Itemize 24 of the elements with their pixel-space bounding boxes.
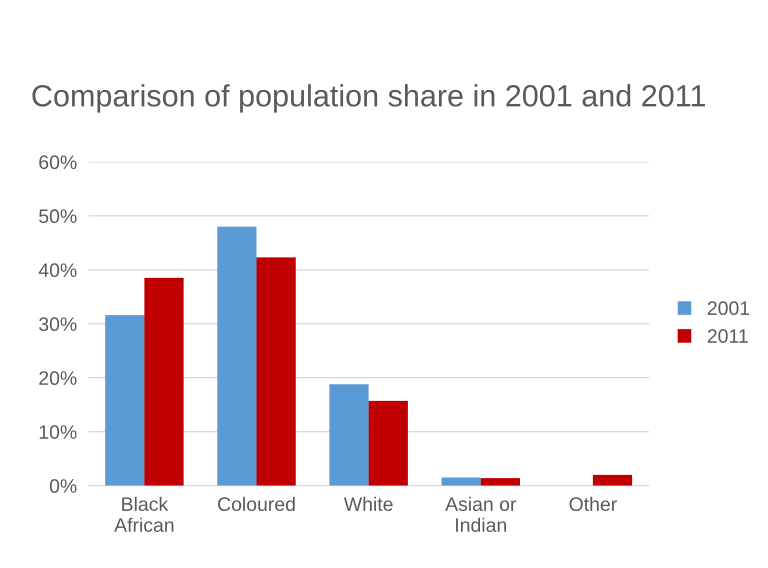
bar bbox=[592, 474, 632, 486]
bar bbox=[105, 315, 144, 486]
x-tick-label: Black African bbox=[114, 496, 174, 532]
chart-title: Comparison of population share in 2001 and 2011 bbox=[32, 84, 705, 113]
bar bbox=[144, 278, 184, 486]
bar bbox=[442, 478, 481, 486]
x-tick-label: Coloured bbox=[218, 496, 295, 512]
x-tick-label: White bbox=[344, 496, 393, 512]
y-tick-label: 50% bbox=[39, 209, 77, 224]
y-tick-label: 10% bbox=[40, 425, 77, 439]
bar bbox=[329, 384, 369, 486]
x-tick-label: Other bbox=[570, 496, 617, 512]
legend-label: 2011 bbox=[708, 329, 748, 343]
y-tick-label: 0% bbox=[50, 479, 77, 493]
bar bbox=[480, 478, 520, 486]
y-tick-label: 30% bbox=[39, 317, 77, 331]
bar bbox=[256, 257, 296, 486]
y-tick-label: 20% bbox=[39, 371, 77, 385]
y-tick-label: 40% bbox=[38, 263, 77, 278]
y-tick-label: 60% bbox=[39, 155, 77, 170]
bar bbox=[217, 226, 257, 486]
x-tick-label: Asian or Indian bbox=[445, 496, 516, 532]
bar bbox=[368, 400, 408, 486]
legend-label: 2001 bbox=[708, 301, 750, 316]
